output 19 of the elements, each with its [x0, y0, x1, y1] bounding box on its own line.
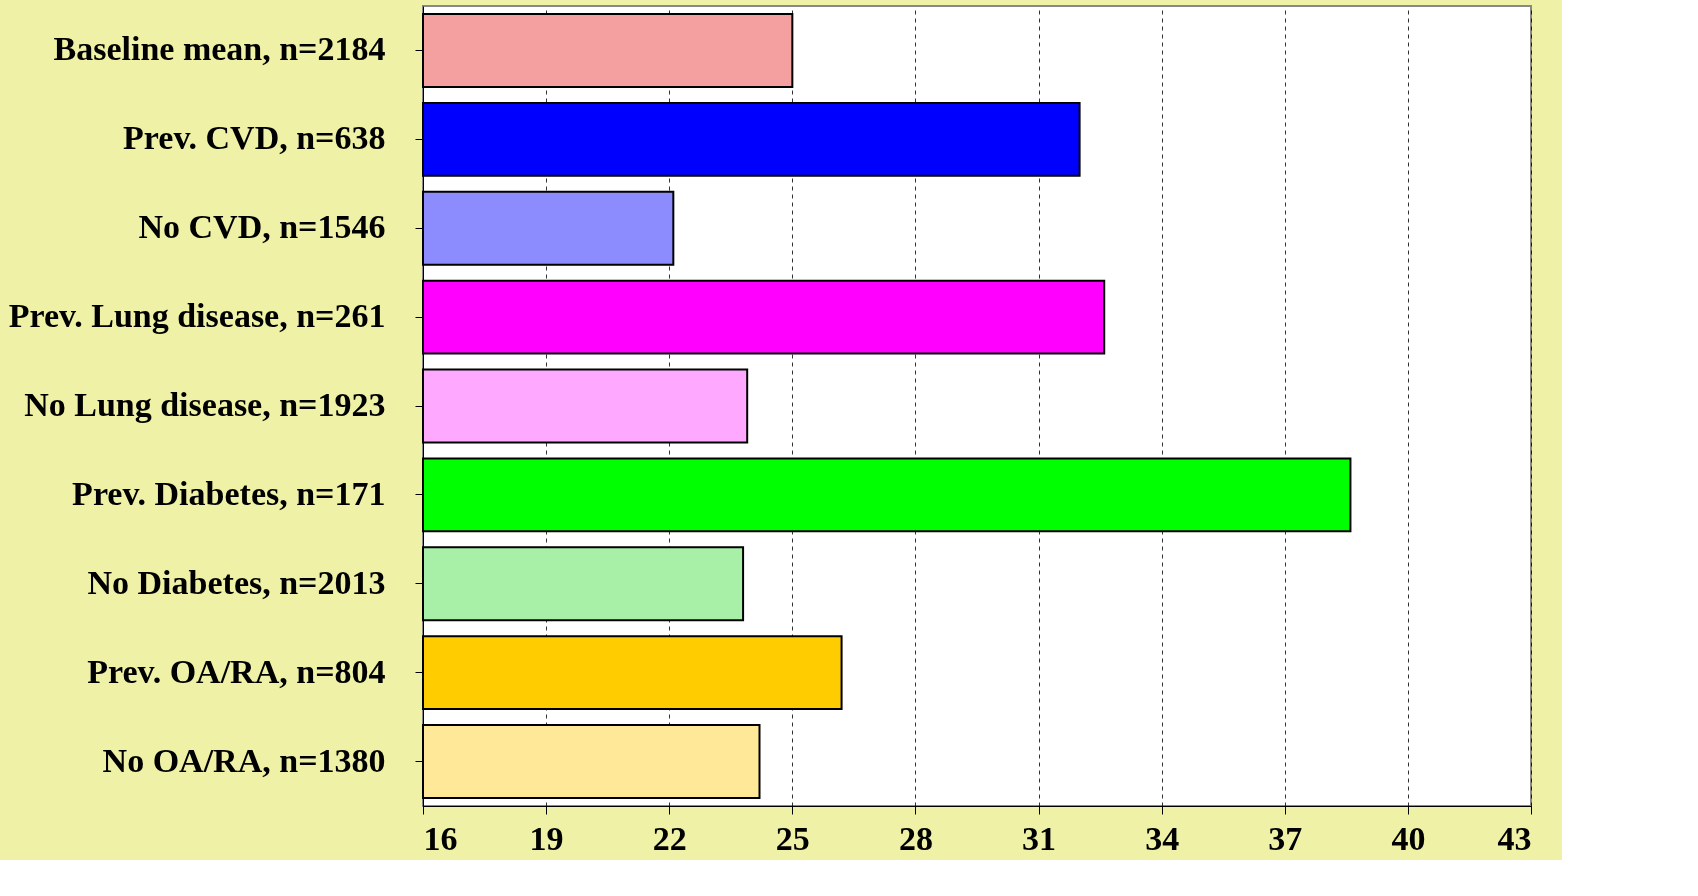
x-tick-label: 31 — [1022, 819, 1057, 857]
y-tick-label: No CVD, n=1546 — [138, 208, 386, 246]
x-tick-label: 22 — [652, 819, 687, 857]
x-tick-label: 37 — [1268, 819, 1303, 857]
y-tick-label: Prev. CVD, n=638 — [123, 119, 386, 157]
x-tick-label: 25 — [775, 819, 810, 857]
x-tick-label: 40 — [1391, 819, 1426, 857]
x-tick-label: 34 — [1145, 819, 1180, 857]
y-tick-label: No Diabetes, n=2013 — [87, 563, 386, 601]
y-tick-label: Baseline mean, n=2184 — [53, 30, 386, 68]
y-tick-label: Prev. Lung disease, n=261 — [8, 297, 386, 335]
x-tick-label: 43 — [1497, 819, 1532, 857]
x-tick-label: 28 — [898, 819, 933, 857]
y-tick-label: Prev. Diabetes, n=171 — [72, 474, 386, 512]
y-tick-label: No OA/RA, n=1380 — [102, 741, 386, 779]
x-tick-label: 19 — [529, 819, 564, 857]
y-tick-label: Prev. OA/RA, n=804 — [87, 652, 386, 690]
x-tick-label: 16 — [423, 819, 458, 857]
y-tick-label: No Lung disease, n=1923 — [24, 386, 386, 423]
